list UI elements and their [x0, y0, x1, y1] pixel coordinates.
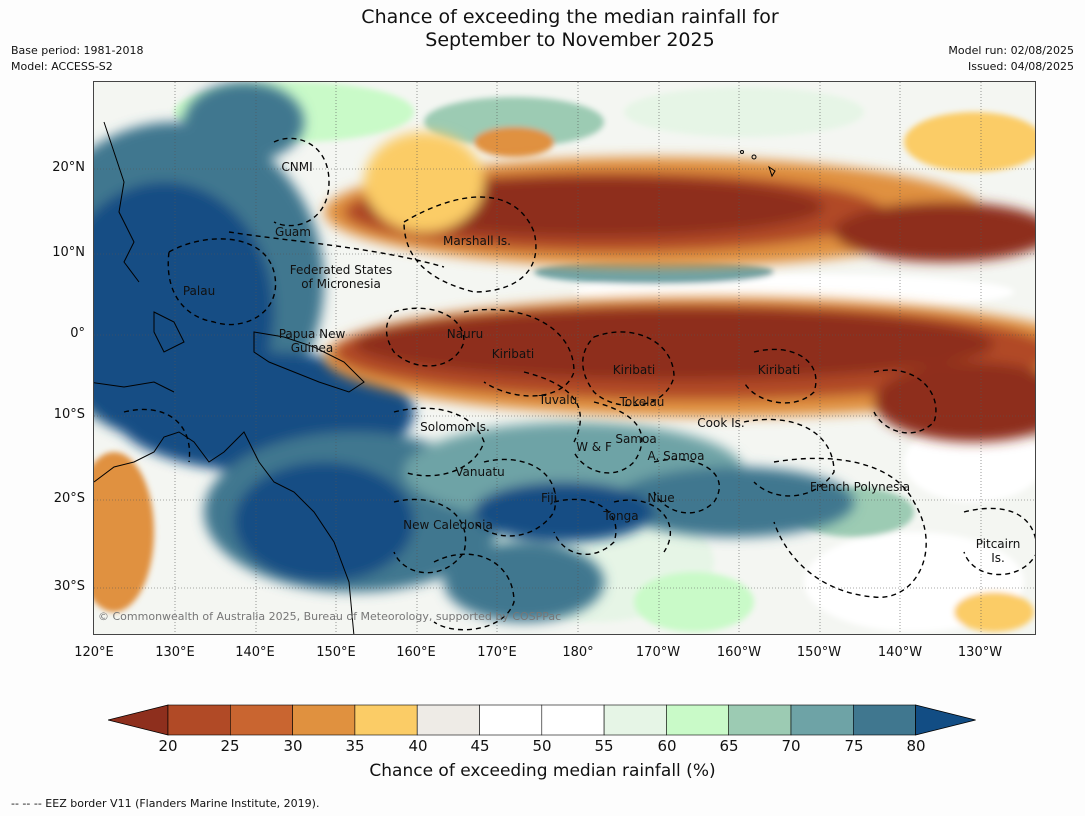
place-guam: Guam	[275, 225, 311, 239]
colorbar-segment	[479, 704, 543, 736]
lon-label-180: 180°	[562, 645, 594, 660]
place-png-line2: Guinea	[290, 341, 334, 355]
eez-borders	[123, 137, 1035, 631]
map-title: Chance of exceeding the median rainfall …	[0, 6, 1085, 52]
lon-label-140e: 140°E	[235, 645, 275, 660]
lat-label-30s: 30°S	[53, 579, 85, 594]
place-new-caledonia: New Caledonia	[403, 518, 493, 532]
colorbar-tick: 55	[594, 737, 614, 755]
map-svg	[94, 82, 1035, 634]
colorbar-extend-high	[915, 704, 976, 736]
place-tuvalu: Tuvalu	[538, 393, 578, 407]
colorbar-tick: 45	[470, 737, 490, 755]
place-fiji: Fiji	[540, 491, 558, 505]
islands	[740, 150, 776, 178]
lon-label-170w: 170°W	[635, 645, 681, 660]
colorbar-segment	[292, 704, 356, 736]
copyright-notice: © Commonwealth of Australia 2025, Bureau…	[98, 610, 562, 623]
colorbar-svg	[107, 704, 976, 736]
model-name: Model: ACCESS-S2	[11, 60, 113, 73]
place-cnmi: CNMI	[281, 160, 313, 174]
eez-footnote: -- -- -- EEZ border V11 (Flanders Marine…	[11, 797, 320, 810]
lat-label-20n: 20°N	[52, 160, 85, 175]
place-niue: Niue	[647, 491, 675, 505]
lat-label-20s: 20°S	[53, 491, 85, 506]
place-cook-is: Cook Is.	[697, 416, 745, 430]
colorbar-tick: 60	[657, 737, 677, 755]
colorbar-segment	[167, 704, 231, 736]
place-vanuatu: Vanuatu	[455, 465, 505, 479]
place-tokelau: Tokelau	[619, 395, 665, 409]
base-period: Base period: 1981-2018	[11, 44, 144, 57]
colorbar-segment	[666, 704, 730, 736]
colorbar-tick: 40	[408, 737, 428, 755]
place-palau: Palau	[182, 284, 216, 298]
place-french-polynesia: French Polynesia	[809, 480, 911, 494]
coastlines	[94, 121, 365, 634]
place-pitcairn-line2: Is.	[991, 551, 1005, 565]
title-line2: September to November 2025	[425, 29, 715, 51]
dry-bands	[324, 132, 1035, 442]
lon-label-150e: 150°E	[316, 645, 356, 660]
lon-label-160e: 160°E	[396, 645, 436, 660]
colorbar-tick: 70	[781, 737, 801, 755]
colorbar-segment	[230, 704, 293, 736]
colorbar	[107, 704, 978, 736]
colorbar-segment	[354, 704, 418, 736]
colorbar-segment	[790, 704, 854, 736]
place-nauru: Nauru	[446, 327, 484, 341]
colorbar-tick: 50	[532, 737, 552, 755]
lon-label-130w: 130°W	[957, 645, 1003, 660]
place-png-line1: Papua New	[278, 327, 346, 341]
colorbar-tick: 30	[283, 737, 303, 755]
place-marshall-is: Marshall Is.	[443, 234, 511, 248]
colorbar-segment	[541, 704, 605, 736]
meta-left: Base period: 1981-2018 Model: ACCESS-S2	[11, 43, 143, 75]
lon-label-120e: 120°E	[74, 645, 114, 660]
colorbar-tick: 75	[844, 737, 864, 755]
lat-label-10s: 10°S	[53, 407, 85, 422]
lon-label-150w: 150°W	[796, 645, 842, 660]
colorbar-title: Chance of exceeding median rainfall (%)	[369, 761, 716, 781]
wet-region	[94, 82, 854, 622]
lat-label-10n: 10°N	[52, 245, 85, 260]
place-fsm-line1: Federated States	[289, 263, 393, 277]
issued-date: Issued: 04/08/2025	[967, 60, 1074, 73]
colorbar-tick: 80	[906, 737, 926, 755]
place-kiribati-west: Kiribati	[491, 347, 535, 361]
lon-label-130e: 130°E	[155, 645, 195, 660]
colorbar-tick: 65	[719, 737, 739, 755]
colorbar-tick: 20	[158, 737, 178, 755]
place-american-samoa: A. Samoa	[647, 449, 705, 463]
place-pitcairn-line1: Pitcairn	[975, 537, 1021, 551]
place-wallis-futuna: W & F	[576, 440, 612, 454]
lat-label-0: 0°	[70, 326, 85, 341]
colorbar-segment	[603, 704, 667, 736]
place-tonga: Tonga	[603, 509, 639, 523]
colorbar-extend-low	[107, 704, 169, 736]
place-kiribati-east: Kiribati	[757, 363, 801, 377]
lon-label-170e: 170°E	[477, 645, 517, 660]
title-line1: Chance of exceeding the median rainfall …	[361, 6, 779, 28]
place-fsm-line2: of Micronesia	[301, 277, 381, 291]
meta-right: Model run: 02/08/2025 Issued: 04/08/2025	[948, 43, 1074, 75]
lon-label-140w: 140°W	[877, 645, 923, 660]
colorbar-tick: 35	[345, 737, 365, 755]
colorbar-segment	[852, 704, 916, 736]
place-solomon-is: Solomon Is.	[420, 420, 490, 434]
colorbar-segment	[416, 704, 480, 736]
colorbar-segment	[728, 704, 792, 736]
lon-label-160w: 160°W	[716, 645, 762, 660]
place-kiribati-central: Kiribati	[612, 363, 656, 377]
rainfall-map: CNMI Guam Marshall Is. Federated States …	[93, 81, 1036, 635]
model-run: Model run: 02/08/2025	[948, 44, 1074, 57]
place-samoa: Samoa	[615, 432, 657, 446]
colorbar-tick: 25	[220, 737, 240, 755]
